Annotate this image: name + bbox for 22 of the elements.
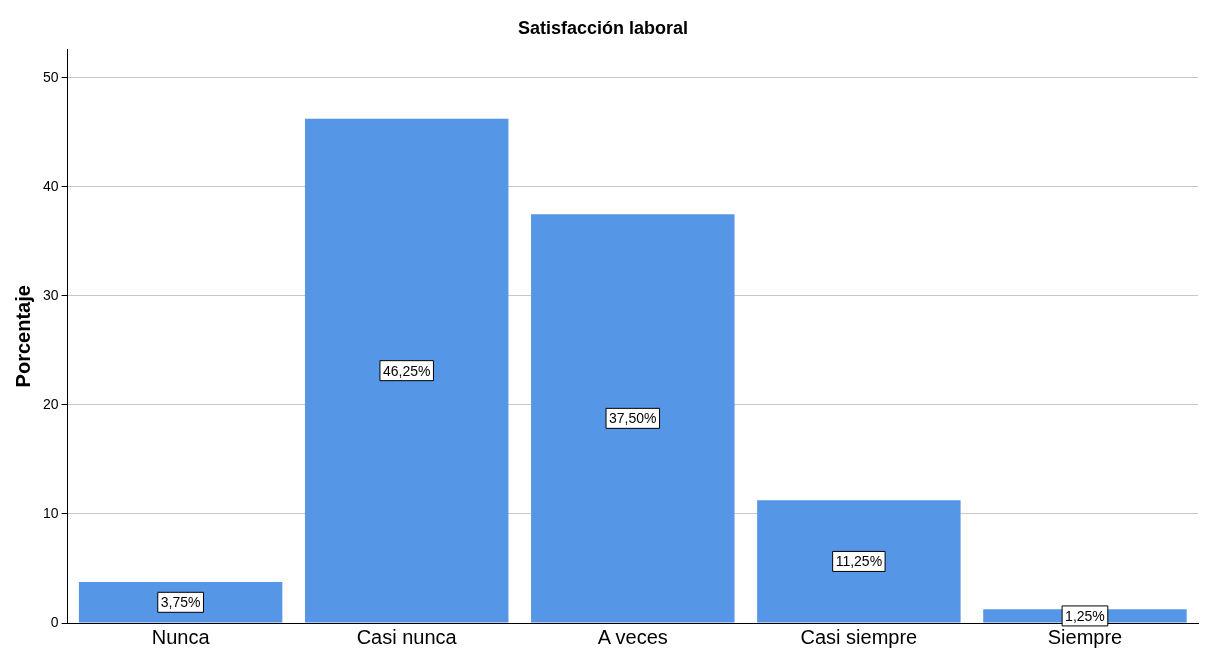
bar <box>78 582 283 623</box>
x-tick-label: Nunca <box>151 625 211 648</box>
data-label: 46,25% <box>382 362 431 379</box>
bar <box>757 500 961 623</box>
y-tick-label: 20 <box>42 395 59 412</box>
y-tick-label: 40 <box>42 177 59 194</box>
data-label: 11,25% <box>835 553 883 570</box>
data-label: 3,75% <box>160 594 201 611</box>
x-tick-label: A veces <box>597 625 668 648</box>
x-tick-label: Casi nunca <box>356 625 458 648</box>
data-label: 1,25% <box>1065 607 1105 624</box>
y-axis-title: Porcentaje <box>11 285 34 388</box>
y-tick-label: 0 <box>50 613 59 630</box>
y-tick-label: 10 <box>42 504 59 521</box>
bar <box>531 214 735 623</box>
x-tick-label: Casi siempre <box>800 625 918 648</box>
y-tick-label: 30 <box>42 286 59 303</box>
chart-title: Satisfacción laboral <box>517 17 689 38</box>
y-tick-label: 50 <box>42 68 59 85</box>
x-tick-label: Siempre <box>1047 625 1123 648</box>
data-label: 37,50% <box>609 410 657 427</box>
bar <box>304 118 509 623</box>
